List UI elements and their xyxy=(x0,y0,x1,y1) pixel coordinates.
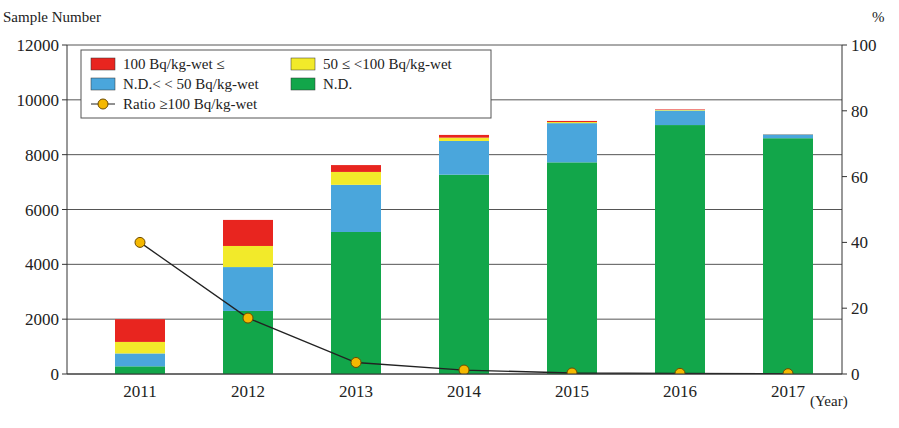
x-tick-label: 2014 xyxy=(447,382,482,401)
bar-segment xyxy=(115,342,165,354)
legend-swatch xyxy=(91,58,115,70)
bar-segment xyxy=(331,172,381,185)
ratio-marker xyxy=(783,369,793,374)
bar-segment xyxy=(763,134,813,135)
y2-tick xyxy=(842,242,847,243)
legend-box xyxy=(81,50,491,118)
grid xyxy=(62,45,842,374)
bar-segment xyxy=(655,109,705,111)
bar-segment xyxy=(223,220,273,246)
chart: 0 2000 4000 6000 8000 10000 12000 0 20 40 60 80 100 2… xyxy=(0,0,899,428)
y-tick-label: 10000 xyxy=(17,91,60,110)
plot-area xyxy=(115,109,813,374)
ratio-marker xyxy=(459,365,469,374)
y-tick xyxy=(62,264,67,265)
ratio-line xyxy=(140,242,788,373)
bar-segment xyxy=(223,267,273,311)
y-tick-label: 0 xyxy=(51,365,60,384)
legend-label: N.D.< < 50 Bq/kg-wet xyxy=(123,76,259,92)
bar-segment xyxy=(547,122,597,123)
y-tick-label: 2000 xyxy=(25,310,59,329)
x-axis-label: (Year) xyxy=(810,393,848,410)
y2-tick xyxy=(842,374,847,375)
ratio-marker xyxy=(351,357,361,367)
bar-segment xyxy=(763,134,813,138)
x-tick-label: 2017 xyxy=(771,382,806,401)
y-tick-label: 12000 xyxy=(17,36,60,55)
x-tick-label: 2012 xyxy=(231,382,265,401)
y2-tick-label: 40 xyxy=(851,233,868,252)
legend-label: 50 ≤ <100 Bq/kg-wet xyxy=(323,56,453,72)
y-tick xyxy=(62,45,67,46)
y2-tick xyxy=(842,110,847,111)
x-tick-label: 2011 xyxy=(123,382,156,401)
legend-swatch xyxy=(291,58,315,70)
legend: 100 Bq/kg-wet ≤ 50 ≤ <100 Bq/kg-wet N.D.< … xyxy=(81,50,491,118)
y2-tick-label: 20 xyxy=(851,299,868,318)
y-tick xyxy=(62,154,67,155)
bar-segment xyxy=(655,125,705,374)
grid-line xyxy=(67,45,842,46)
grid-line xyxy=(67,374,842,375)
bar-segment xyxy=(655,111,705,126)
bar-segment xyxy=(331,232,381,374)
y2-tick-label: 80 xyxy=(851,102,868,121)
bar-segment xyxy=(439,175,489,374)
ratio-marker xyxy=(135,237,145,247)
legend-label: N.D. xyxy=(323,76,352,92)
y-tick xyxy=(62,374,67,375)
bar-segment xyxy=(439,135,489,138)
y2-tick xyxy=(842,176,847,177)
bar-segment xyxy=(763,138,813,374)
x-tick-label: 2015 xyxy=(555,382,589,401)
bar-segment xyxy=(547,121,597,122)
y-tick xyxy=(62,209,67,210)
bar-segment xyxy=(547,162,597,374)
x-axis xyxy=(67,374,842,375)
y-tick-label: 6000 xyxy=(25,201,59,220)
y-tick xyxy=(62,319,67,320)
y2-tick xyxy=(842,45,847,46)
bar-segment xyxy=(763,134,813,135)
bar-segment xyxy=(115,366,165,374)
y-tick-label: 8000 xyxy=(25,146,59,165)
legend-swatch xyxy=(91,78,115,90)
ratio-marker xyxy=(243,313,253,323)
bar-segment xyxy=(115,353,165,366)
ratio-marker xyxy=(567,368,577,374)
y-tick xyxy=(62,99,67,100)
legend-label: 100 Bq/kg-wet ≤ xyxy=(123,56,225,72)
legend-swatch xyxy=(291,78,315,90)
x-tick-label: 2016 xyxy=(663,382,697,401)
bar-segment xyxy=(331,185,381,232)
y-tick-label: 4000 xyxy=(25,255,59,274)
bar-segment xyxy=(115,319,165,342)
bar-segment xyxy=(439,138,489,141)
y2-tick-label: 100 xyxy=(851,36,877,55)
ratio-marker xyxy=(675,368,685,374)
y-axis-label: Sample Number xyxy=(3,9,101,25)
bar-segment xyxy=(331,165,381,172)
bar-segment xyxy=(223,246,273,267)
bar-segment xyxy=(223,311,273,374)
y-axis xyxy=(67,45,68,374)
bar-segment xyxy=(655,109,705,111)
legend-swatch xyxy=(98,99,108,109)
x-tick-label: 2013 xyxy=(339,382,373,401)
y2-tick-label: 60 xyxy=(851,168,868,187)
y2-tick-label: 0 xyxy=(851,365,860,384)
y2-axis xyxy=(842,45,843,374)
bar-segment xyxy=(547,123,597,162)
y2-tick xyxy=(842,308,847,309)
bar-segment xyxy=(439,141,489,175)
legend-label: Ratio ≥100 Bq/kg-wet xyxy=(123,96,258,112)
y2-axis-label: % xyxy=(872,9,885,25)
